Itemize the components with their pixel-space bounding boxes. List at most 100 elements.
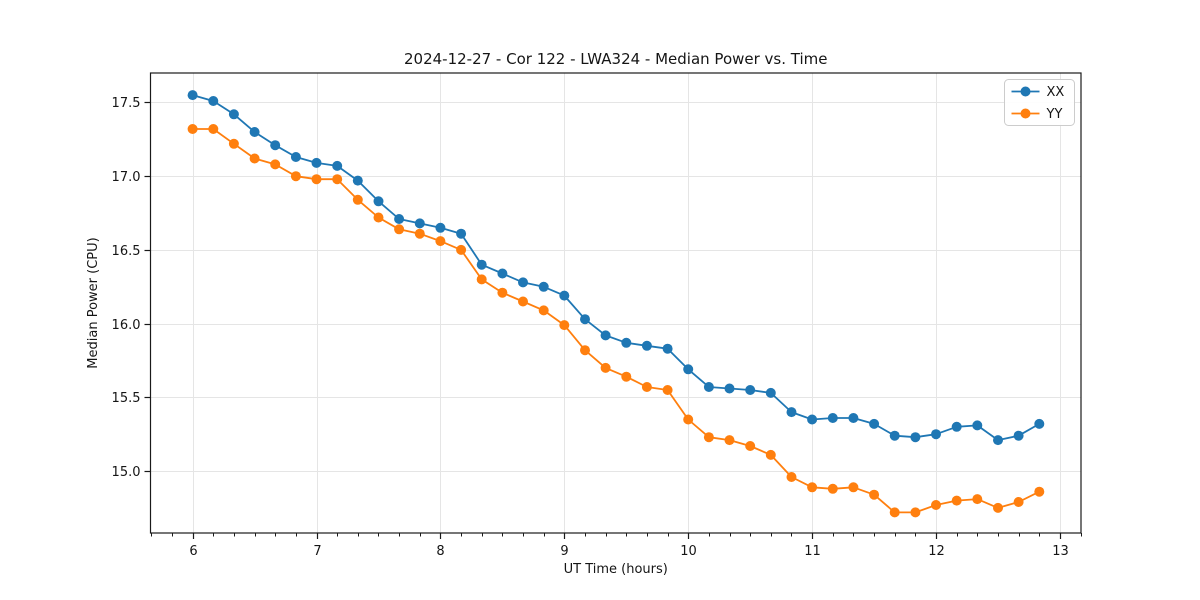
x-tick-label: 13: [1052, 544, 1069, 559]
data-point-xx: [786, 407, 797, 418]
x-tick-label: 11: [804, 544, 821, 559]
data-point-xx: [683, 364, 694, 375]
data-point-yy: [786, 472, 797, 482]
data-point-xx: [187, 90, 198, 101]
data-point-yy: [807, 482, 818, 493]
legend: XX YY: [1004, 79, 1075, 126]
data-point-yy: [1013, 497, 1024, 507]
data-point-xx: [724, 383, 735, 394]
data-point-xx: [765, 387, 776, 398]
data-point-yy: [827, 483, 838, 494]
data-point-yy: [394, 224, 405, 235]
data-point-xx: [621, 337, 632, 348]
data-point-yy: [724, 435, 735, 446]
data-point-xx: [290, 152, 301, 162]
data-point-xx: [641, 340, 652, 351]
data-point-yy: [910, 507, 921, 518]
axes: 6 7 8 9 10 11 12 13 15.0 15.5 16.0 16.5 17.0 17.5: [112, 72, 1082, 559]
data-point-xx: [993, 435, 1003, 446]
data-point-xx: [228, 109, 239, 120]
data-point-xx: [1034, 418, 1045, 429]
y-tick-label: 16.0: [112, 318, 141, 333]
data-point-xx: [394, 214, 405, 224]
y-axis-label: Median Power (CPU): [86, 237, 101, 368]
legend-marker-yy: [1020, 108, 1031, 119]
data-point-yy: [373, 212, 384, 223]
data-point-xx: [951, 421, 962, 432]
data-point-yy: [972, 494, 983, 505]
data-point-yy: [476, 274, 487, 285]
chart-title: 2024-12-27 - Cor 122 - LWA324 - Median P…: [404, 50, 828, 68]
data-point-xx: [435, 222, 446, 233]
data-series: [187, 90, 1045, 518]
data-point-yy: [332, 174, 343, 185]
x-tick-label: 12: [928, 544, 945, 559]
data-point-xx: [869, 418, 880, 429]
data-point-yy: [869, 489, 880, 500]
data-point-yy: [352, 194, 363, 205]
data-point-yy: [580, 345, 590, 356]
data-point-xx: [703, 382, 714, 392]
data-point-xx: [972, 420, 983, 431]
data-point-yy: [951, 495, 962, 506]
data-point-xx: [559, 290, 570, 301]
data-point-xx: [456, 228, 467, 239]
data-point-xx: [1013, 430, 1024, 441]
plot-border: [149, 72, 1082, 534]
y-tick-label: 17.0: [112, 170, 141, 185]
x-tick-label: 7: [313, 544, 321, 559]
data-point-yy: [435, 236, 446, 247]
data-point-yy: [703, 432, 714, 443]
x-tick-label: 6: [189, 544, 197, 559]
data-point-xx: [311, 157, 322, 168]
data-point-xx: [827, 413, 838, 423]
data-point-xx: [580, 314, 590, 325]
x-tick-label: 10: [680, 544, 697, 559]
data-point-yy: [931, 500, 941, 510]
data-point-xx: [497, 268, 508, 279]
data-point-yy: [228, 138, 239, 149]
data-point-yy: [621, 371, 632, 382]
data-point-xx: [848, 413, 859, 423]
data-point-xx: [931, 429, 941, 440]
data-point-yy: [311, 174, 322, 185]
data-point-xx: [414, 218, 425, 229]
data-point-xx: [538, 281, 549, 292]
data-point-yy: [270, 159, 281, 170]
data-point-yy: [745, 441, 756, 451]
data-point-yy: [600, 362, 611, 373]
x-tick-label: 9: [560, 544, 568, 559]
x-axis-label: UT Time (hours): [564, 562, 668, 577]
data-point-xx: [352, 175, 363, 186]
data-point-yy: [208, 124, 219, 134]
data-point-xx: [373, 196, 384, 207]
gridlines: [150, 73, 1081, 533]
x-tick-label: 8: [436, 544, 444, 559]
data-point-xx: [889, 430, 900, 441]
series-line-xx: [192, 94, 1040, 442]
data-point-yy: [290, 171, 301, 182]
data-point-yy: [889, 507, 900, 518]
data-point-yy: [662, 385, 673, 395]
legend-marker-xx: [1020, 86, 1031, 97]
data-point-yy: [249, 153, 260, 164]
data-point-xx: [662, 343, 673, 354]
data-point-yy: [518, 296, 528, 307]
data-point-xx: [910, 432, 921, 443]
y-tick-label: 15.5: [112, 391, 141, 406]
series-line-yy: [192, 128, 1040, 514]
legend-label-xx: XX: [1047, 85, 1065, 100]
data-point-yy: [456, 244, 467, 255]
data-point-yy: [993, 502, 1003, 513]
data-point-yy: [1034, 486, 1045, 497]
data-point-xx: [600, 330, 611, 341]
data-point-yy: [765, 449, 776, 460]
data-point-xx: [807, 414, 818, 425]
data-point-xx: [476, 259, 487, 270]
data-point-yy: [187, 124, 198, 134]
data-point-yy: [414, 228, 425, 239]
data-point-xx: [270, 140, 281, 151]
y-tick-label: 17.5: [112, 96, 141, 111]
